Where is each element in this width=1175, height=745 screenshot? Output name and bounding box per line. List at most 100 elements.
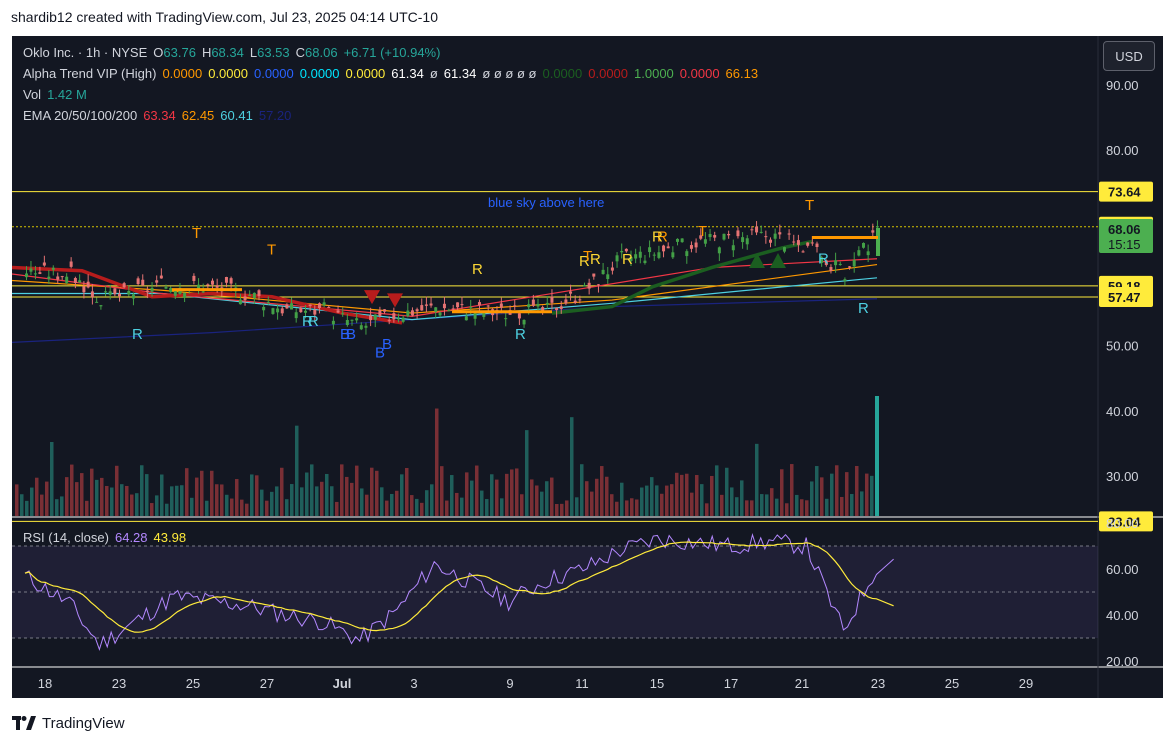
candle-body <box>671 252 675 258</box>
rsi-tick-label: 60.00 <box>1106 562 1139 577</box>
volume-bar <box>95 479 99 516</box>
candle-body <box>243 296 247 301</box>
volume-bar <box>810 481 814 516</box>
candle-body <box>51 267 55 270</box>
volume-bar <box>65 477 69 516</box>
volume-bar <box>130 494 134 516</box>
signal-marker: R <box>132 326 143 343</box>
price-label: 23.04 <box>1108 514 1141 529</box>
time-axis-label: 18 <box>38 676 52 691</box>
ema-value: 60.41 <box>220 108 253 123</box>
candle-body <box>317 303 321 309</box>
volume-bar <box>245 503 249 516</box>
candle-body <box>155 280 159 283</box>
volume-bar <box>445 500 449 516</box>
indicator-value: 0.0000 <box>253 66 294 81</box>
volume-bar <box>700 484 704 516</box>
volume-bar <box>655 485 659 516</box>
legend-price: Oklo Inc. · 1h · NYSE O63.76 H68.34 L63.53 C… <box>23 45 446 60</box>
candle-body <box>685 251 689 257</box>
candle-body <box>164 286 168 289</box>
volume-bar <box>835 465 839 516</box>
time-axis-label: Jul <box>333 676 352 691</box>
ema-label[interactable]: EMA 20/50/100/200 <box>23 108 138 123</box>
volume-bar <box>455 492 459 516</box>
candle-body <box>680 238 684 243</box>
volume-bar <box>545 481 549 516</box>
volume-bar <box>745 500 749 516</box>
legend-symbol[interactable]: Oklo Inc. · 1h · NYSE <box>23 45 148 60</box>
rsi-label[interactable]: RSI (14, close) <box>23 530 109 545</box>
candle-body <box>829 267 833 271</box>
candle-body <box>676 238 679 242</box>
volume-bar <box>135 493 139 516</box>
indicator-name[interactable]: Alpha Trend VIP (High) <box>23 66 157 81</box>
volume-bar <box>735 497 739 516</box>
volume-bar <box>645 485 649 516</box>
candle-body <box>73 278 77 284</box>
chart-frame[interactable]: 30.0040.0050.0060.0080.0090.00TTRRTTRRBB… <box>12 36 1163 698</box>
volume-bar <box>235 479 239 516</box>
candle-body <box>159 275 163 279</box>
volume-bar <box>490 474 494 516</box>
volume-bar <box>785 503 789 516</box>
chart-canvas[interactable]: 30.0040.0050.0060.0080.0090.00TTRRTTRRBB… <box>12 36 1163 698</box>
volume-bar <box>170 486 174 516</box>
candle-body <box>451 308 455 310</box>
candle-body <box>745 238 749 245</box>
volume-bar <box>405 467 409 516</box>
candle-body <box>248 295 252 297</box>
ema-values: 63.34 62.45 60.41 57.20 <box>143 108 297 123</box>
time-axis-label: 11 <box>575 676 589 691</box>
candle-body <box>564 299 568 304</box>
signal-marker: R <box>579 253 590 270</box>
volume-bar <box>335 501 339 516</box>
volume-bar <box>805 500 809 516</box>
time-axis-label: 25 <box>945 676 959 691</box>
candle-body <box>122 283 126 288</box>
candle-body <box>606 274 610 280</box>
volume-bar <box>200 470 204 516</box>
candle-body <box>473 312 477 319</box>
signal-marker: T <box>698 223 707 240</box>
volume-bar <box>25 500 29 516</box>
currency-button[interactable]: USD <box>1103 41 1155 71</box>
volume-bar <box>195 477 199 516</box>
legend-close-label: C <box>295 45 306 60</box>
volume-bar <box>110 487 114 516</box>
time-axis-label: 17 <box>724 676 738 691</box>
signal-marker: T <box>805 197 814 214</box>
candle-body <box>229 278 233 284</box>
candle-body <box>373 314 377 320</box>
volume-bar <box>825 498 829 516</box>
volume-bar <box>720 494 724 516</box>
rsi-value: 64.28 <box>114 530 148 545</box>
volume-bar <box>100 477 104 516</box>
candle-body <box>620 250 624 253</box>
candle-body <box>838 263 842 265</box>
candle-body <box>792 241 796 243</box>
volume-bar <box>675 472 679 516</box>
volume-bar <box>565 500 569 516</box>
alpha-trend-down <box>12 265 403 325</box>
signal-marker: R <box>308 313 319 330</box>
volume-label[interactable]: Vol <box>23 87 42 102</box>
signal-marker: T <box>192 225 201 242</box>
volume-bar <box>485 499 489 516</box>
candle-body <box>857 250 861 256</box>
footer-brand[interactable]: TradingView <box>12 713 125 733</box>
indicator-value: 0.0000 <box>588 66 629 81</box>
time-axis-label: 21 <box>795 676 809 691</box>
volume-bar <box>685 473 689 516</box>
volume-bar <box>865 473 869 516</box>
volume-bar <box>55 499 59 516</box>
candle-body <box>25 273 28 278</box>
volume-bar <box>570 417 574 516</box>
candle-body <box>773 233 777 239</box>
candle-body <box>578 299 582 301</box>
legend-rsi: RSI (14, close) 64.28 43.98 <box>23 530 198 545</box>
price-label: 57.47 <box>1108 290 1141 305</box>
volume-bar <box>355 465 359 516</box>
candle-body <box>815 243 819 247</box>
candle-body <box>438 312 442 316</box>
